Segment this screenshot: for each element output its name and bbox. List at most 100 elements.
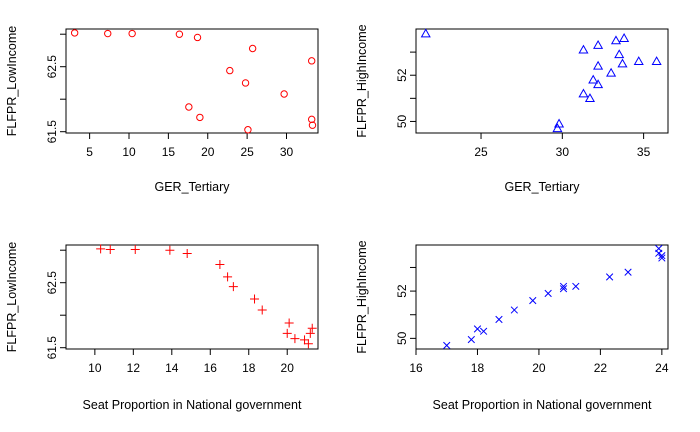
x-tick-label: 18 <box>471 361 485 375</box>
data-point <box>96 244 106 254</box>
data-point <box>70 29 79 37</box>
data-point <box>495 315 503 324</box>
data-point <box>624 268 632 276</box>
data-point <box>250 294 260 304</box>
x-axis-label: GER_Tertiary <box>154 180 230 194</box>
plot-frame <box>65 28 319 134</box>
data-point <box>280 90 288 98</box>
x-tick-label: 10 <box>88 361 102 375</box>
x-tick-label: 18 <box>242 361 256 375</box>
x-tick-label: 15 <box>162 145 176 159</box>
data-point <box>443 341 451 350</box>
data-point <box>614 49 625 59</box>
data-point <box>105 245 115 255</box>
x-tick-label: 35 <box>637 145 651 159</box>
y-tick-label: 62.5 <box>45 55 59 79</box>
data-point <box>182 248 192 258</box>
y-axis-label: FLFPR_HighIncome <box>355 24 369 137</box>
x-tick-label: 12 <box>127 361 141 375</box>
y-tick-label: 61.5 <box>45 120 59 144</box>
data-point <box>606 67 617 77</box>
data-point <box>284 318 294 328</box>
data-point <box>633 56 644 66</box>
data-point <box>572 282 580 291</box>
x-tick-label: 25 <box>240 145 254 159</box>
x-tick-label: 25 <box>474 145 488 159</box>
data-point <box>559 282 568 291</box>
x-axis-label: Seat Proportion in National government <box>433 398 652 412</box>
x-tick-label: 10 <box>122 145 136 159</box>
y-tick-label: 52 <box>395 68 409 82</box>
y-axis-label: FLFPR_LowIncome <box>5 242 19 353</box>
plot-frame <box>415 244 669 350</box>
data-point <box>559 285 568 293</box>
x-tick-label: 5 <box>86 145 93 159</box>
y-tick-label: 62.5 <box>45 271 59 295</box>
data-point <box>307 323 317 333</box>
x-tick-label: 30 <box>556 145 570 159</box>
data-point <box>228 282 238 292</box>
data-point <box>241 79 250 87</box>
x-tick-label: 20 <box>201 145 215 159</box>
x-axis-label: GER_Tertiary <box>504 180 580 194</box>
data-point <box>467 335 475 344</box>
y-axis-label: FLFPR_LowIncome <box>5 26 19 137</box>
y-tick-label: 61.5 <box>45 336 59 360</box>
y-tick-label: 50 <box>395 114 409 128</box>
data-point <box>584 93 596 103</box>
data-point <box>605 273 614 281</box>
x-tick-label: 14 <box>165 361 179 375</box>
x-tick-label: 20 <box>532 361 546 375</box>
data-point <box>593 60 604 70</box>
data-point <box>552 123 563 133</box>
data-point <box>473 325 482 333</box>
data-point <box>215 260 225 269</box>
data-point <box>130 245 140 255</box>
data-point <box>529 296 537 305</box>
y-tick-label: 50 <box>395 331 409 345</box>
data-point <box>420 28 431 38</box>
data-point <box>223 272 233 282</box>
data-point <box>658 251 666 260</box>
y-tick-label: 52 <box>395 284 409 298</box>
x-tick-label: 20 <box>281 361 295 375</box>
x-axis-label: Seat Proportion in National government <box>83 398 302 412</box>
data-point <box>578 44 589 54</box>
data-point <box>610 35 622 45</box>
data-point <box>308 57 316 65</box>
data-point <box>619 33 630 42</box>
panel-seats-vs-low-income: 10 12 14 16 18 20 61.5 62.5 Seat Proportion in N… <box>5 242 319 412</box>
x-tick-label: 16 <box>204 361 218 375</box>
data-point <box>185 103 193 111</box>
data-point <box>655 249 663 257</box>
data-point <box>588 74 599 84</box>
data-point <box>104 29 112 38</box>
plot-frame <box>65 244 319 350</box>
data-point <box>193 33 202 42</box>
data-point <box>175 30 184 38</box>
data-point <box>248 44 257 53</box>
data-point <box>300 335 310 345</box>
data-point <box>282 328 292 338</box>
data-point <box>196 113 204 122</box>
panel-tertiary-vs-high-income: 25 30 35 50 52 GER_Tertiary FLFPR_HighIncome <box>355 24 669 194</box>
panel-seats-vs-high-income: 16 18 20 22 24 50 52 Seat Proportion in Nationa… <box>355 240 669 412</box>
data-point <box>305 328 315 338</box>
y-axis-label: FLFPR_HighIncome <box>355 240 369 353</box>
data-point <box>651 56 662 66</box>
data-point <box>308 121 317 129</box>
data-point <box>544 289 552 298</box>
data-point <box>593 79 604 89</box>
panel-tertiary-vs-low-income: 5 10 15 20 25 30 61.5 62.5 GER_Tertiary FLFPR_Low… <box>5 26 319 194</box>
data-point <box>165 245 175 255</box>
data-point <box>479 327 488 335</box>
x-tick-label: 16 <box>409 361 423 375</box>
data-point <box>510 306 518 314</box>
x-tick-label: 24 <box>655 361 669 375</box>
data-point <box>244 126 252 134</box>
data-point <box>257 305 267 315</box>
data-point <box>578 88 589 98</box>
data-point <box>226 66 234 75</box>
data-point <box>658 254 666 262</box>
